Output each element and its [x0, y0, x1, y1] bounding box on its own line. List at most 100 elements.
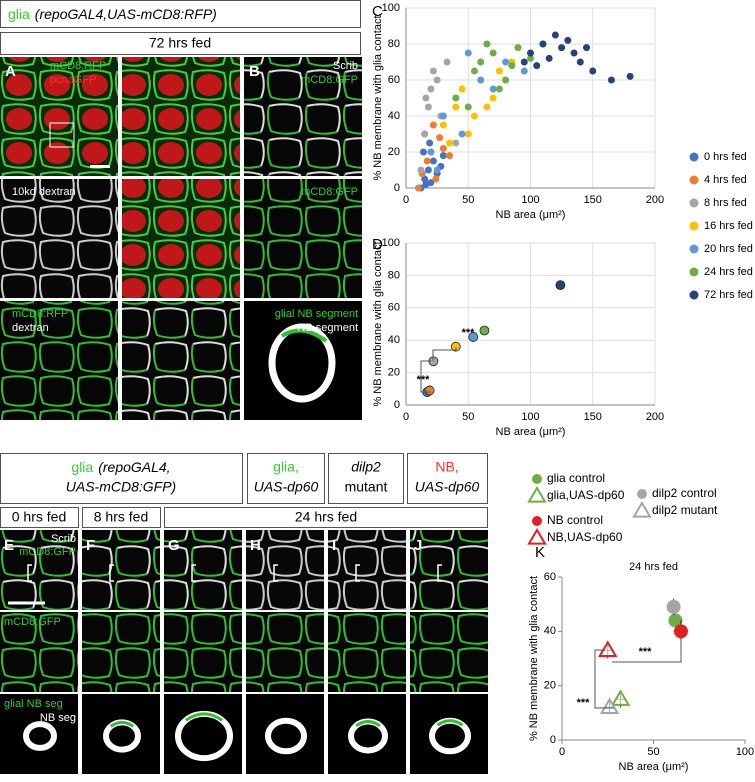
micrograph	[410, 612, 488, 692]
point	[422, 180, 430, 188]
bracket	[355, 564, 360, 582]
x-axis-label: NB area (μm²)	[496, 426, 566, 438]
legend-label: dilp2 mutant	[652, 503, 718, 517]
micrograph	[122, 301, 240, 420]
micrograph	[0, 179, 118, 298]
legend-label: NB,UAS-dp60	[547, 530, 623, 544]
annotation: ***	[462, 327, 476, 339]
point	[458, 130, 466, 138]
glial-segment	[355, 720, 381, 728]
y-tick-label: 40	[544, 625, 556, 637]
point	[558, 44, 566, 52]
significance-bracket	[594, 649, 614, 709]
point	[421, 175, 429, 183]
point	[520, 67, 528, 75]
header-box	[247, 453, 325, 504]
legend-label: 72 hrs fed	[704, 289, 753, 301]
point	[508, 62, 516, 70]
legend-swatch	[689, 267, 699, 277]
point	[495, 67, 503, 75]
point	[429, 67, 437, 75]
y-tick-label: 100	[382, 237, 400, 249]
point	[495, 85, 503, 93]
header-box	[328, 453, 404, 504]
point	[427, 85, 435, 93]
x-tick-label: 50	[462, 411, 474, 423]
legend-swatch	[689, 221, 699, 231]
panel-letter: K	[535, 544, 545, 561]
point	[545, 54, 553, 62]
y-tick-label: 20	[388, 146, 400, 158]
legend-label: NB control	[547, 513, 603, 527]
bracket	[109, 564, 114, 582]
point	[514, 44, 522, 52]
y-tick-label: 0	[550, 734, 556, 746]
point	[436, 134, 444, 142]
y-tick-label: 100	[382, 2, 400, 14]
point	[421, 130, 429, 138]
point	[527, 49, 534, 57]
point	[470, 67, 478, 75]
significance-bracket	[612, 640, 682, 663]
micrograph	[244, 57, 362, 176]
point	[426, 139, 434, 147]
time-box	[164, 507, 488, 528]
point	[489, 94, 497, 102]
annotation: ***	[639, 646, 653, 658]
x-tick-label: 0	[403, 194, 409, 206]
point	[626, 72, 634, 80]
y-axis-label: % NB membrane with glia contact	[372, 15, 384, 180]
channel-label: mCD8:GFP	[301, 186, 358, 198]
legend-swatch	[689, 152, 699, 162]
point	[424, 166, 432, 174]
header-cell: glia,	[273, 459, 299, 475]
y-tick-label: 40	[388, 334, 400, 346]
y-axis-label: % NB membrane with glia contact	[528, 576, 540, 741]
point	[443, 58, 451, 66]
x-tick-label: 0	[403, 411, 409, 423]
header-genotype: UAS-dp60	[254, 479, 319, 495]
point	[433, 76, 441, 84]
annotation: ***	[417, 374, 431, 386]
marker	[666, 599, 681, 614]
header-box	[407, 453, 488, 504]
point	[414, 184, 422, 192]
point	[570, 49, 578, 57]
micrograph	[246, 530, 324, 610]
panel-letter: B	[249, 63, 260, 80]
y-tick-label: 20	[544, 680, 556, 692]
legend-label: glia,UAS-dp60	[547, 488, 625, 502]
point	[477, 58, 485, 66]
channel-label: Scrib	[333, 60, 358, 72]
legend-swatch	[532, 516, 542, 526]
bracket	[437, 564, 442, 582]
marker	[479, 325, 490, 336]
legend-swatch	[637, 489, 647, 499]
point	[432, 175, 440, 183]
micrograph	[0, 57, 118, 176]
header-genotype: dilp2	[351, 459, 381, 475]
time-box	[82, 507, 161, 528]
x-tick-label: 150	[584, 194, 602, 206]
panel-letter: E	[4, 537, 14, 554]
point	[489, 49, 497, 57]
significance-bracket	[432, 347, 457, 361]
micrograph	[164, 612, 242, 692]
legend-label: dilp2 control	[652, 486, 717, 500]
bracket	[273, 564, 278, 582]
header-cell: glia	[8, 6, 30, 22]
time-box	[0, 507, 79, 528]
segment-outline	[265, 717, 307, 755]
y-tick-label: 80	[388, 269, 400, 281]
legend-label: glia control	[547, 471, 605, 485]
x-tick-label: 200	[646, 411, 664, 423]
point	[527, 54, 534, 62]
point	[589, 67, 597, 75]
marker	[599, 697, 620, 714]
point	[417, 166, 425, 174]
point	[483, 103, 491, 111]
header-text: mutant	[345, 479, 388, 495]
point	[483, 40, 491, 48]
